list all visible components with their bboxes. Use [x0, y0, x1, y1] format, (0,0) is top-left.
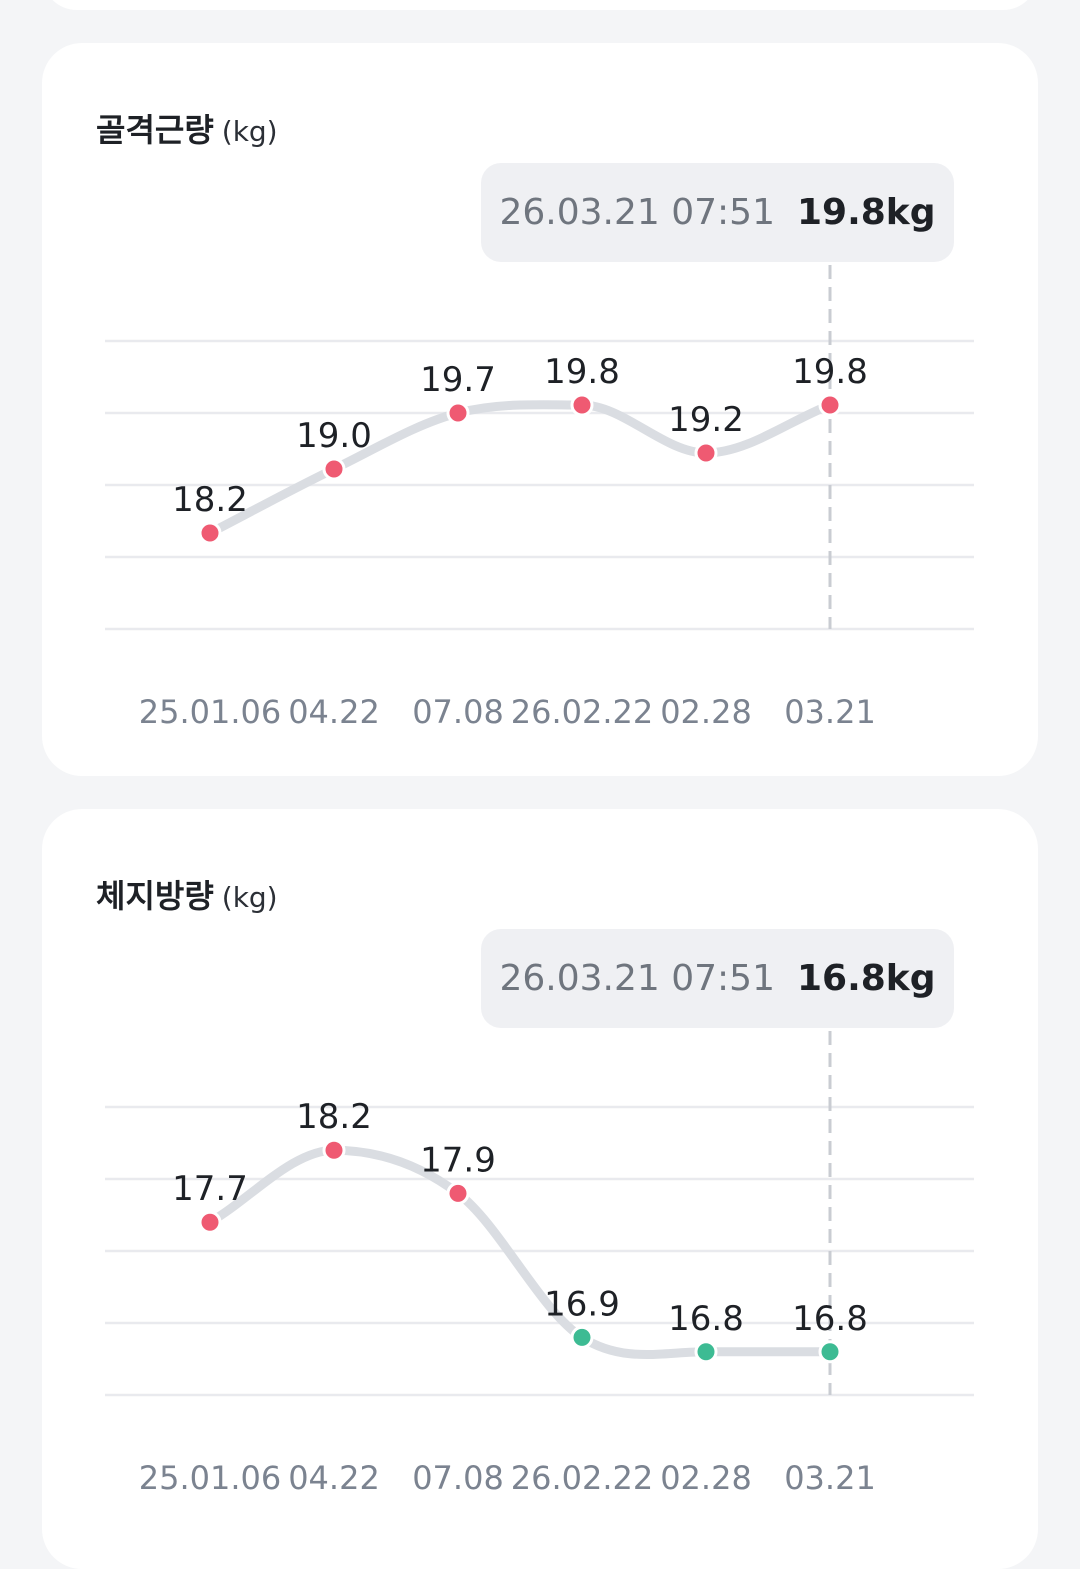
x-tick-label: 04.22 — [288, 693, 380, 731]
skeletal-muscle-chart[interactable]: 18.2 19.0 19.7 19.8 19.2 19.8 25.01.06 04.22 07.… — [42, 43, 1038, 776]
data-point[interactable] — [818, 393, 842, 417]
chart-title-text: 골격근량 — [96, 111, 214, 149]
x-tick-label: 07.08 — [412, 1459, 504, 1497]
data-point[interactable] — [694, 1340, 718, 1364]
data-label: 16.9 — [544, 1284, 620, 1324]
body-fat-card: 체지방량 (kg) 26.03.21 07:51 16.8kg 17.7 18.2 1… — [42, 809, 1038, 1569]
series-line — [205, 400, 835, 538]
chart-tooltip: 26.03.21 07:51 16.8kg — [481, 929, 954, 1028]
x-tick-label: 02.28 — [660, 1459, 752, 1497]
x-tick-label: 03.21 — [784, 693, 876, 731]
data-point[interactable] — [198, 521, 222, 545]
data-label: 18.2 — [296, 1097, 372, 1137]
chart-title: 골격근량 (kg) — [96, 105, 278, 151]
data-point[interactable] — [694, 441, 718, 465]
data-label: 17.7 — [172, 1169, 248, 1209]
data-point[interactable] — [818, 1340, 842, 1364]
data-label: 19.8 — [792, 352, 868, 392]
chart-tooltip: 26.03.21 07:51 19.8kg — [481, 163, 954, 262]
x-tick-label: 26.02.22 — [511, 1459, 654, 1497]
data-label: 19.7 — [420, 360, 496, 400]
chart-unit: (kg) — [221, 881, 278, 914]
body-fat-chart[interactable]: 17.7 18.2 17.9 16.9 16.8 16.8 25.01.06 04.22 07.… — [42, 809, 1038, 1569]
data-label: 16.8 — [792, 1299, 868, 1339]
x-tick-label: 04.22 — [288, 1459, 380, 1497]
chart-unit: (kg) — [221, 115, 278, 148]
x-tick-label: 25.01.06 — [139, 1459, 282, 1497]
data-label: 19.2 — [668, 400, 744, 440]
tooltip-value: 16.8kg — [796, 958, 936, 999]
tooltip-date: 26.03.21 07:51 — [499, 192, 775, 233]
data-point[interactable] — [446, 401, 470, 425]
x-tick-label: 07.08 — [412, 693, 504, 731]
chart-title-text: 체지방량 — [96, 877, 214, 915]
data-label: 17.9 — [420, 1140, 496, 1180]
x-tick-label: 03.21 — [784, 1459, 876, 1497]
data-point[interactable] — [570, 1325, 594, 1349]
data-label: 18.2 — [172, 480, 248, 520]
data-point[interactable] — [570, 393, 594, 417]
tooltip-value: 19.8kg — [796, 192, 936, 233]
skeletal-muscle-card: 골격근량 (kg) 26.03.21 07:51 19.8kg 18.2 19.0 1… — [42, 43, 1038, 776]
x-tick-label: 25.01.06 — [139, 693, 282, 731]
x-tick-label: 26.02.22 — [511, 693, 654, 731]
data-label: 19.8 — [544, 352, 620, 392]
chart-title: 체지방량 (kg) — [96, 871, 278, 917]
data-point[interactable] — [446, 1181, 470, 1205]
data-point[interactable] — [322, 457, 346, 481]
data-point[interactable] — [322, 1138, 346, 1162]
previous-card — [42, 0, 1038, 10]
tooltip-date: 26.03.21 07:51 — [499, 958, 775, 999]
data-label: 16.8 — [668, 1299, 744, 1339]
x-tick-label: 02.28 — [660, 693, 752, 731]
data-label: 19.0 — [296, 416, 372, 456]
data-point[interactable] — [198, 1210, 222, 1234]
